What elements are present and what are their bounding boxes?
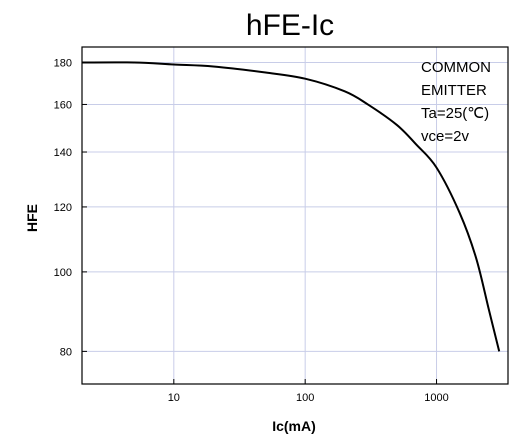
annotation-line: COMMON <box>421 59 491 76</box>
y-tick-label: 100 <box>54 267 72 279</box>
annotation-line: vce=2v <box>421 128 469 145</box>
y-tick-label: 140 <box>54 147 72 159</box>
x-axis-label: Ic(mA) <box>272 418 316 434</box>
annotation-block: COMMON EMITTER Ta=25(℃) vce=2v <box>421 59 491 145</box>
grid-layer <box>82 47 508 384</box>
x-tick-label: 1000 <box>424 392 448 404</box>
plot-frame <box>81 46 509 385</box>
y-axis-label: HFE <box>24 204 40 232</box>
annotation-line: EMITTER <box>421 82 487 99</box>
tick-layer: 10 100 1000 80 100 120 140 160 180 <box>54 57 449 404</box>
hfe-curve <box>81 61 501 352</box>
y-tick-label: 120 <box>54 202 72 214</box>
y-tick-label: 180 <box>54 57 72 69</box>
chart-title: hFE-Ic <box>246 9 334 42</box>
x-tick-label: 100 <box>296 392 314 404</box>
y-tick-label: 160 <box>54 99 72 111</box>
y-tick-label: 80 <box>60 346 72 358</box>
x-tick-label: 10 <box>168 392 180 404</box>
series-layer <box>81 61 501 352</box>
annotation-line: Ta=25(℃) <box>421 105 489 122</box>
